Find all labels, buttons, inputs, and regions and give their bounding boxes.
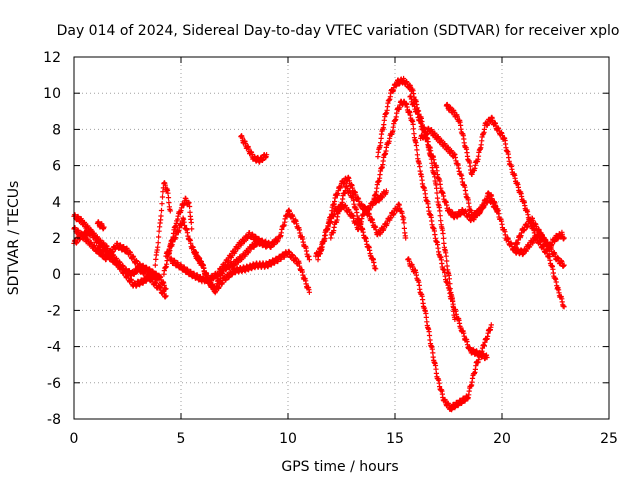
y-tick-label: 12 <box>43 50 61 66</box>
series-track-19 <box>443 101 567 310</box>
y-tick-label: 8 <box>52 122 61 138</box>
axis-ticks <box>73 56 610 420</box>
x-tick-label: 10 <box>279 431 297 447</box>
y-tick-label: -6 <box>47 376 61 392</box>
y-tick-labels: -8 -6 -4 -2 0 2 4 6 8 10 12 <box>43 50 61 428</box>
x-tick-label: 5 <box>177 431 186 447</box>
series-track-12 <box>315 201 409 263</box>
series-track-16 <box>405 256 494 413</box>
x-tick-label: 25 <box>600 431 618 447</box>
data-point-markers <box>315 201 409 263</box>
y-tick-label: -4 <box>47 340 61 356</box>
data-point-markers <box>94 219 107 232</box>
y-tick-label: -8 <box>47 412 61 428</box>
data-point-markers <box>167 207 312 285</box>
x-tick-label: 15 <box>386 431 404 447</box>
y-tick-label: 2 <box>52 231 61 247</box>
x-tick-label: 0 <box>70 431 79 447</box>
series-track-20 <box>512 215 567 250</box>
data-point-markers <box>443 101 567 310</box>
data-point-markers <box>191 248 312 296</box>
x-axis-title: GPS time / hours <box>281 459 398 475</box>
series-track-10 <box>238 133 270 165</box>
data-series <box>71 75 567 413</box>
y-tick-label: -2 <box>47 303 61 319</box>
data-point-markers <box>405 256 494 413</box>
data-point-markers <box>328 183 379 272</box>
data-point-markers <box>238 133 270 165</box>
series-track-5 <box>152 180 173 268</box>
x-tick-label: 20 <box>493 431 511 447</box>
series-track-8 <box>167 207 312 285</box>
chart-title: Day 014 of 2024, Sidereal Day-to-day VTE… <box>57 23 620 39</box>
y-tick-label: 6 <box>52 159 61 175</box>
y-tick-label: 0 <box>52 267 61 283</box>
series-track-9 <box>191 248 312 296</box>
data-point-markers <box>512 215 567 250</box>
data-point-markers <box>152 180 173 268</box>
y-axis-title: SDTVAR / TECUs <box>6 181 22 296</box>
y-tick-label: 4 <box>52 195 61 211</box>
y-tick-label: 10 <box>43 86 61 102</box>
series-track-4 <box>94 219 107 232</box>
x-tick-labels: 0 5 10 15 20 25 <box>70 431 618 447</box>
series-track-13 <box>328 183 379 272</box>
